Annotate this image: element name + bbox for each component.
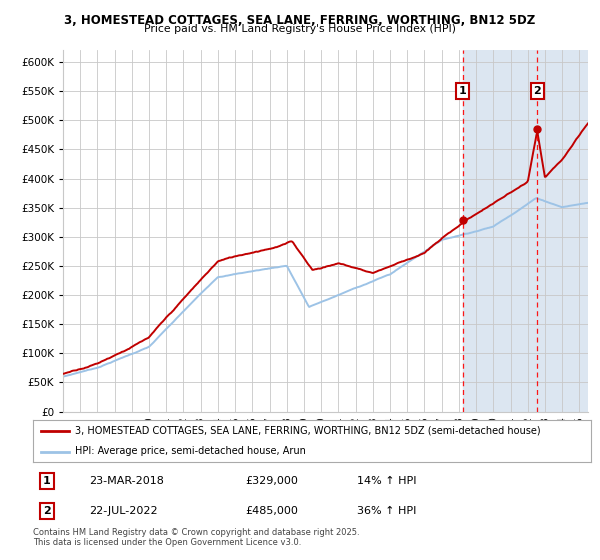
Text: £329,000: £329,000 <box>245 476 298 486</box>
Text: Price paid vs. HM Land Registry's House Price Index (HPI): Price paid vs. HM Land Registry's House … <box>144 24 456 34</box>
Text: 2: 2 <box>533 86 541 96</box>
Text: 2: 2 <box>43 506 51 516</box>
Text: 3, HOMESTEAD COTTAGES, SEA LANE, FERRING, WORTHING, BN12 5DZ: 3, HOMESTEAD COTTAGES, SEA LANE, FERRING… <box>64 14 536 27</box>
Text: 1: 1 <box>43 476 51 486</box>
Text: Contains HM Land Registry data © Crown copyright and database right 2025.
This d: Contains HM Land Registry data © Crown c… <box>33 528 359 547</box>
Text: 23-MAR-2018: 23-MAR-2018 <box>89 476 164 486</box>
Text: 22-JUL-2022: 22-JUL-2022 <box>89 506 157 516</box>
Text: 3, HOMESTEAD COTTAGES, SEA LANE, FERRING, WORTHING, BN12 5DZ (semi-detached hous: 3, HOMESTEAD COTTAGES, SEA LANE, FERRING… <box>75 426 541 436</box>
Text: HPI: Average price, semi-detached house, Arun: HPI: Average price, semi-detached house,… <box>75 446 306 456</box>
Text: 1: 1 <box>459 86 467 96</box>
Text: 14% ↑ HPI: 14% ↑ HPI <box>356 476 416 486</box>
Text: £485,000: £485,000 <box>245 506 298 516</box>
Text: 36% ↑ HPI: 36% ↑ HPI <box>356 506 416 516</box>
Bar <box>463 50 588 412</box>
